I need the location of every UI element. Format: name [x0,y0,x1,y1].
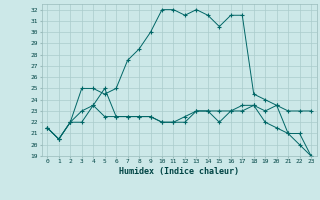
X-axis label: Humidex (Indice chaleur): Humidex (Indice chaleur) [119,167,239,176]
